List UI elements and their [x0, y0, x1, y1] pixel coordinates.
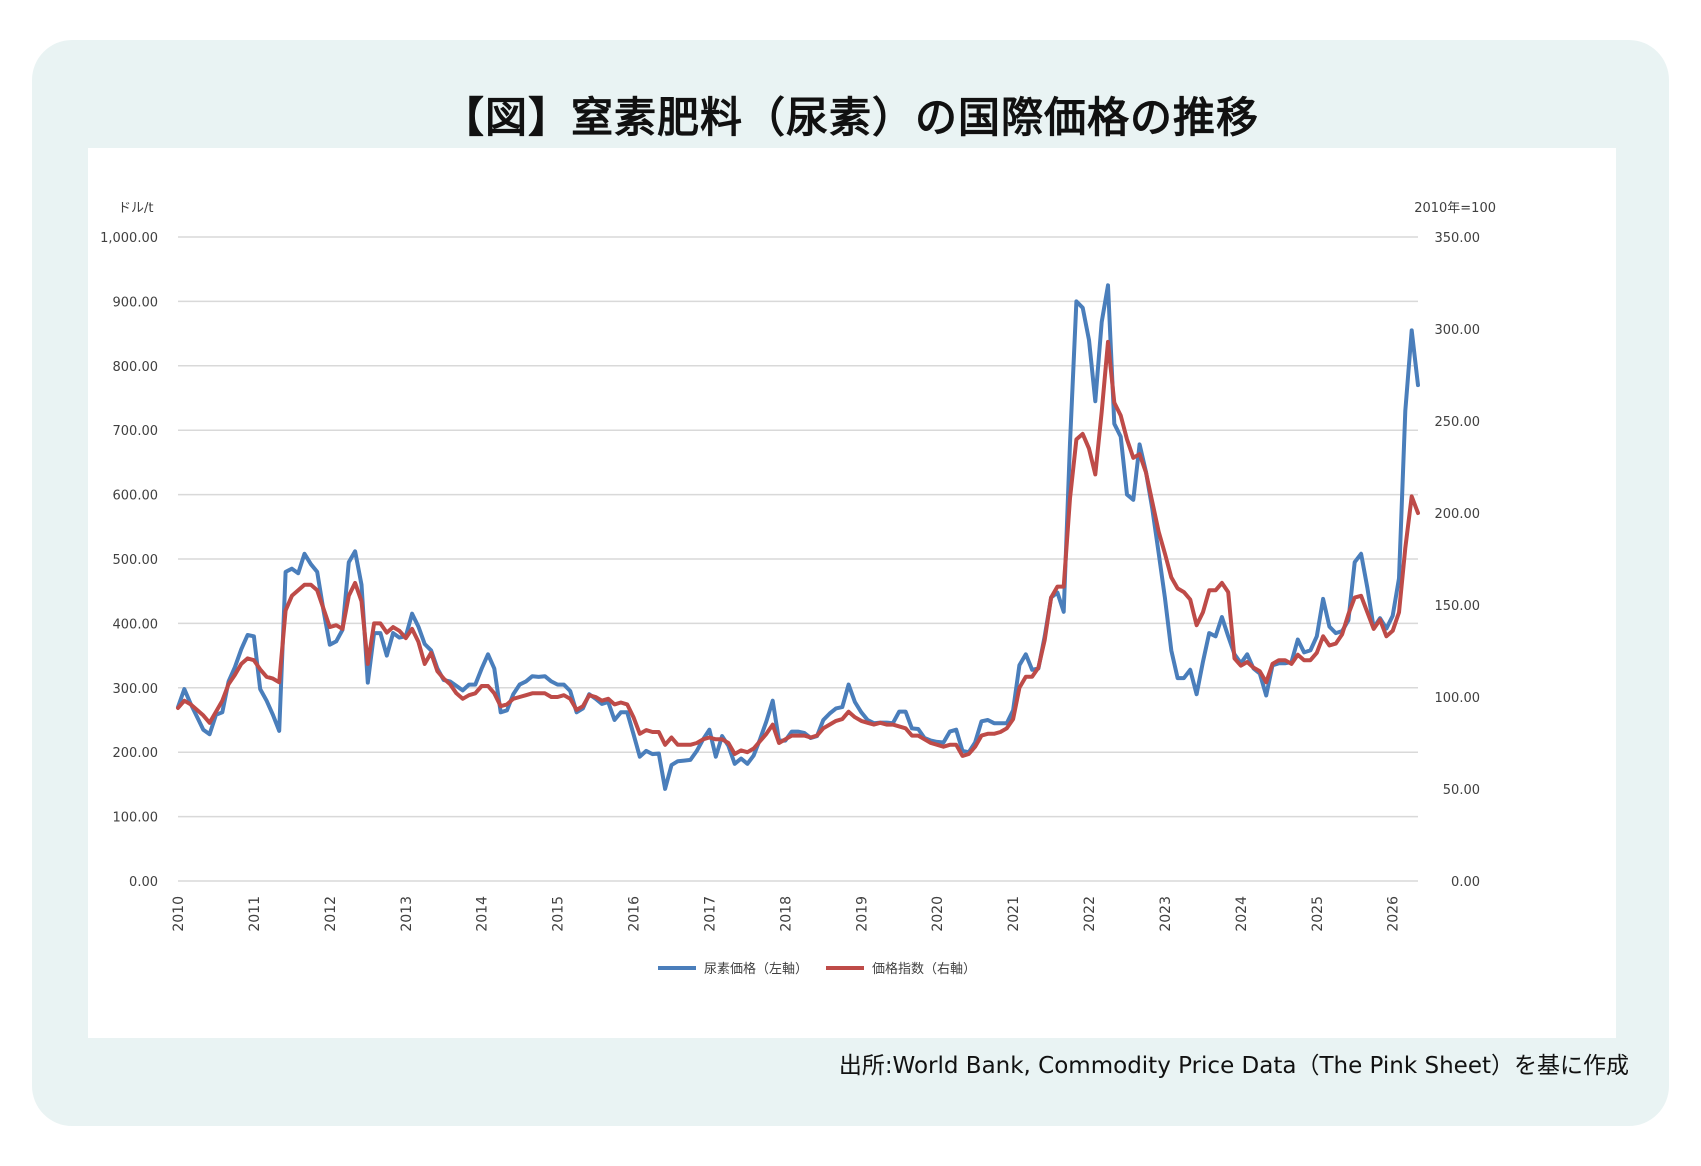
y-left-tick-label: 700.00	[113, 424, 159, 439]
line-chart: 0.00 100.00 200.00 300.00 400.00 500.00 600.00…	[100, 201, 1496, 977]
y-left-tick-label: 500.00	[113, 553, 159, 568]
x-tick-label: 2014	[475, 896, 491, 932]
y-left-tick-label: 400.00	[113, 617, 159, 632]
x-tick-label: 2020	[930, 896, 946, 932]
y-left-tick-label: 800.00	[113, 360, 159, 375]
x-tick-label: 2024	[1234, 896, 1250, 932]
x-tick-label: 2010	[171, 896, 187, 932]
x-tick-label: 2018	[778, 896, 794, 932]
y-left-unit-label: ドル/t	[118, 201, 153, 216]
y-right-tick-label: 200.00	[1435, 507, 1481, 522]
x-tick-label: 2011	[247, 896, 263, 932]
x-tick-label: 2013	[399, 896, 415, 932]
series-line-1	[176, 283, 1420, 791]
x-tick-label: 2025	[1310, 896, 1326, 932]
legend-label-2: 価格指数（右軸）	[872, 961, 976, 977]
y-right-tick-label: 350.00	[1435, 231, 1481, 246]
y-right-unit-label: 2010年=100	[1414, 201, 1496, 216]
y-right-tick-label: 250.00	[1435, 415, 1481, 430]
y-right-tick-label: 300.00	[1435, 323, 1481, 338]
y-left-tick-label: 0.00	[129, 875, 158, 890]
y-left-tick-label: 300.00	[113, 682, 159, 697]
legend-label-1: 尿素価格（左軸）	[704, 961, 808, 977]
figure-title: 【図】窒素肥料（尿素）の国際価格の推移	[441, 93, 1259, 142]
x-tick-label: 2016	[627, 896, 643, 932]
y-right-tick-label: 50.00	[1443, 783, 1480, 798]
y-left-tick-label: 100.00	[113, 811, 159, 826]
x-tick-label: 2021	[1006, 896, 1022, 932]
y-left-tick-label: 900.00	[113, 295, 159, 310]
series-line-2	[176, 339, 1420, 758]
y-right-tick-label: 150.00	[1435, 599, 1481, 614]
y-left-tick-label: 200.00	[113, 746, 159, 761]
y-right-tick-label: 0.00	[1451, 875, 1480, 890]
x-tick-label: 2022	[1082, 896, 1098, 932]
y-right-tick-label: 100.00	[1435, 691, 1481, 706]
x-tick-label: 2012	[323, 896, 339, 932]
y-left-tick-label: 600.00	[113, 489, 159, 504]
y-left-tick-label: 1,000.00	[100, 231, 158, 246]
x-tick-label: 2023	[1158, 896, 1174, 932]
figure-panel: 【図】窒素肥料（尿素）の国際価格の推移 0.00 100.00 200.00 300.…	[32, 40, 1669, 1126]
x-tick-label: 2019	[854, 896, 870, 932]
x-tick-label: 2015	[551, 896, 567, 932]
x-tick-label: 2017	[702, 896, 718, 932]
source-note: 出所:World Bank, Commodity Price Data（The …	[838, 1053, 1629, 1079]
chart-area: 0.00 100.00 200.00 300.00 400.00 500.00 600.00…	[88, 148, 1616, 1038]
x-tick-label: 2026	[1386, 896, 1402, 932]
